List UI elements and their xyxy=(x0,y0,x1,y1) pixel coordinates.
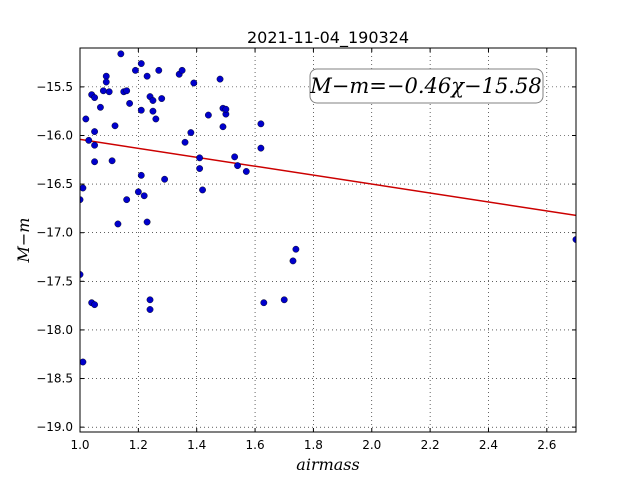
x-axis-label: airmass xyxy=(296,455,359,474)
data-point xyxy=(91,128,98,136)
x-tick-label: 1.4 xyxy=(187,438,206,452)
fit-line xyxy=(80,138,576,217)
data-point xyxy=(102,72,110,80)
data-point xyxy=(91,158,98,166)
data-point xyxy=(152,115,160,123)
x-tick-label: 1.0 xyxy=(70,438,89,452)
data-point xyxy=(108,157,116,165)
data-point xyxy=(231,153,239,161)
y-tick-label: −17.5 xyxy=(36,274,73,288)
data-point xyxy=(126,100,134,107)
x-tick-labels: 1.0 1.2 1.4 1.6 1.8 2.0 2.2 2.4 2.6 xyxy=(70,438,556,452)
data-point xyxy=(123,196,131,204)
data-point xyxy=(80,358,87,366)
plot-frame xyxy=(79,47,577,433)
data-point xyxy=(91,141,98,149)
data-points xyxy=(80,50,576,366)
x-tick-label: 1.8 xyxy=(304,438,323,452)
data-point xyxy=(91,301,98,309)
data-point xyxy=(190,79,198,87)
data-point xyxy=(91,94,98,101)
data-point xyxy=(196,165,204,172)
data-point xyxy=(289,257,297,265)
y-tick-label: −19.0 xyxy=(36,420,73,434)
data-point xyxy=(187,129,195,136)
data-point xyxy=(97,103,104,111)
fit-equation-text: M−m=−0.46χ−15.58 xyxy=(309,74,541,98)
data-point xyxy=(146,296,154,304)
data-point xyxy=(158,95,166,102)
y-tick-labels: −15.5 −16.0 −16.5 −17.0 −17.5 −18.0 −18.5 −19.0 xyxy=(36,80,73,434)
data-point xyxy=(82,115,90,123)
data-point xyxy=(257,120,265,128)
data-point xyxy=(280,296,288,304)
y-tick-label: −18.0 xyxy=(36,323,73,337)
grid xyxy=(80,48,576,432)
data-point xyxy=(134,188,142,196)
data-point xyxy=(114,220,122,228)
y-tick-label: −18.5 xyxy=(36,372,73,386)
data-point xyxy=(234,162,241,170)
x-tick-label: 1.2 xyxy=(129,438,148,452)
fit-equation-box: M−m=−0.46χ−15.58 xyxy=(309,68,544,104)
data-point xyxy=(146,306,154,313)
y-tick-label: −16.5 xyxy=(36,177,73,191)
chart-title: 2021-11-04_190324 xyxy=(247,28,409,48)
data-point xyxy=(260,299,268,307)
data-point xyxy=(132,66,139,74)
x-tick-label: 2.0 xyxy=(362,438,381,452)
x-tick-label: 1.6 xyxy=(246,438,265,452)
data-point xyxy=(242,168,250,175)
data-point xyxy=(102,78,110,86)
data-point xyxy=(199,186,206,194)
data-point xyxy=(143,72,151,80)
y-tick-label: −16.0 xyxy=(36,128,73,142)
data-point xyxy=(111,122,119,130)
data-point xyxy=(137,106,145,114)
y-tick-label: −15.5 xyxy=(36,80,73,94)
axis-ticks xyxy=(79,48,576,432)
data-point xyxy=(257,144,265,152)
data-point xyxy=(105,88,113,96)
data-point xyxy=(222,105,230,113)
fit-line-group xyxy=(80,138,576,217)
data-point xyxy=(161,175,169,183)
x-tick-label: 2.2 xyxy=(421,438,440,452)
x-tick-label: 2.6 xyxy=(537,438,556,452)
data-point xyxy=(155,66,163,74)
data-point xyxy=(123,87,131,95)
data-point xyxy=(137,60,145,67)
data-point xyxy=(99,87,107,95)
data-point xyxy=(292,245,300,253)
x-tick-label: 2.4 xyxy=(479,438,498,452)
y-axis-label: M−m xyxy=(14,218,33,264)
data-point xyxy=(178,66,186,74)
data-point xyxy=(219,123,227,131)
data-point xyxy=(216,75,224,83)
data-point xyxy=(149,97,157,104)
data-point xyxy=(204,111,212,119)
data-point xyxy=(85,136,93,144)
data-point xyxy=(149,107,157,115)
data-point xyxy=(80,184,87,192)
data-point xyxy=(140,192,148,200)
data-point xyxy=(196,154,204,162)
data-point xyxy=(143,218,151,226)
data-point xyxy=(181,138,189,146)
data-point xyxy=(117,50,125,58)
data-point xyxy=(137,171,145,179)
y-tick-label: −17.0 xyxy=(36,226,73,240)
